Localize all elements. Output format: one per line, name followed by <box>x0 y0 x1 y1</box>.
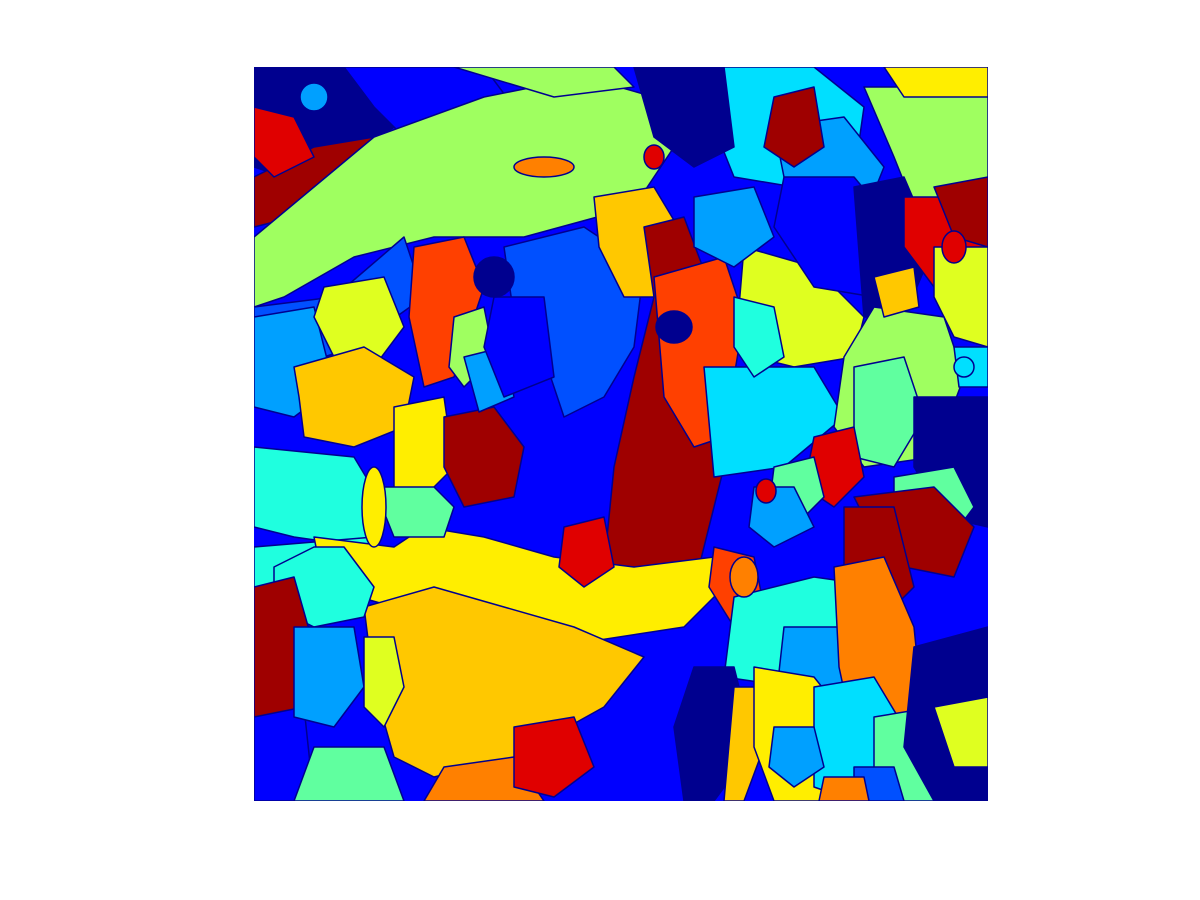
segment-speck <box>473 256 515 298</box>
segment-region <box>254 106 315 178</box>
segment-region <box>763 86 825 168</box>
segment-region <box>693 186 775 268</box>
segment-region <box>768 726 825 788</box>
segment-region <box>393 396 455 498</box>
segment-region <box>453 67 635 98</box>
segment-speck <box>655 310 693 344</box>
segment-region <box>293 346 415 448</box>
segment-region <box>733 296 785 378</box>
segment-region <box>408 236 485 388</box>
segment-speck <box>941 230 967 264</box>
segment-region <box>363 636 405 728</box>
segment-region <box>558 516 615 588</box>
segment-speck <box>299 82 329 112</box>
segment-speck <box>361 466 387 548</box>
segment-region <box>443 406 525 508</box>
segment-region <box>373 486 455 538</box>
segment-speck <box>953 356 975 378</box>
segment-region <box>933 696 988 768</box>
segment-region <box>293 626 365 728</box>
segment-speck <box>513 156 575 178</box>
segment-region <box>818 776 870 801</box>
segment-region <box>363 586 645 778</box>
segment-region <box>633 67 735 168</box>
segment-speck <box>729 556 759 598</box>
segmentation-map-image <box>254 67 988 801</box>
segment-region <box>873 266 920 318</box>
segment-speck <box>643 144 665 170</box>
segment-region <box>933 246 988 348</box>
segment-region <box>933 176 988 248</box>
segment-region <box>883 67 988 98</box>
segment-region <box>254 706 315 801</box>
segment-region <box>513 716 595 798</box>
segment-speck <box>755 478 777 504</box>
segment-region <box>483 296 555 398</box>
segment-region <box>293 746 405 801</box>
